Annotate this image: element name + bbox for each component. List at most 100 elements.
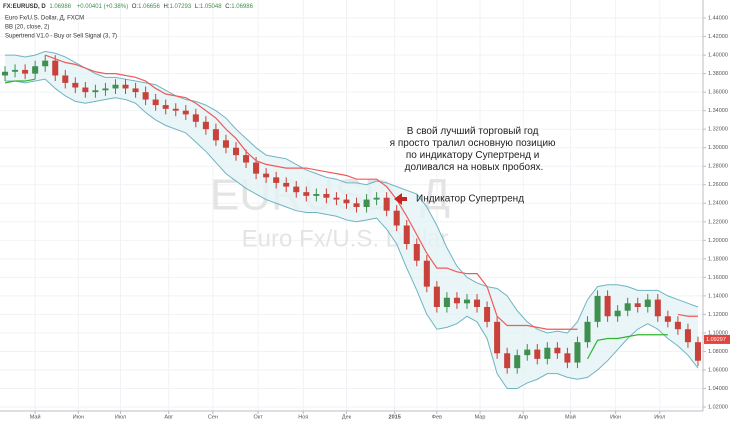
candle-body: [102, 88, 109, 91]
candle-body: [654, 299, 661, 317]
x-tick-label: 2015: [389, 414, 401, 420]
ohlc-value: 1.06986: [231, 4, 253, 10]
y-tick-label: 1.26000: [708, 182, 728, 188]
annotation: В свой лучший торговый год я просто трал…: [390, 126, 559, 173]
x-tick-label: Май: [30, 413, 41, 420]
x-tick-label: Окт: [253, 414, 263, 420]
candle-body: [343, 199, 350, 204]
candle-body: [52, 60, 59, 76]
candle-body: [594, 295, 601, 322]
change: +0.00401 (+0.38%): [77, 4, 128, 10]
y-tick-label: 1.22000: [708, 219, 728, 225]
candle-body: [554, 347, 561, 354]
candle-body: [192, 114, 199, 122]
candle-body: [674, 321, 681, 330]
annotation-arrow: [394, 193, 407, 205]
candle-body: [2, 71, 9, 76]
y-tick-label: 1.16000: [708, 275, 728, 281]
y-tick-label: 1.18000: [708, 256, 728, 262]
supertrend-line: [4, 78, 668, 360]
candle-body: [584, 321, 591, 343]
y-tick-label: 1.38000: [708, 71, 728, 77]
annotation: Индикатор Супертренд: [416, 194, 524, 205]
candle-body: [574, 342, 581, 363]
candle-body: [263, 173, 270, 178]
y-tick-label: 1.08000: [708, 349, 728, 355]
y-tick-label: 1.12000: [708, 312, 728, 318]
annotation-line: по индикатору Супертренд и: [406, 150, 539, 161]
annotation-line: доливался на новых пробоях.: [405, 161, 544, 173]
plot-area: [2, 50, 701, 389]
candle-body: [303, 192, 310, 196]
candle-body: [534, 349, 541, 359]
candle-body: [694, 342, 701, 361]
ohlc-value: 1.05048: [200, 4, 222, 10]
x-tick-label: Июн: [73, 414, 84, 420]
annotation-line: В свой лучший торговый год: [407, 126, 539, 137]
candle-body: [474, 299, 481, 307]
candle-body: [544, 347, 551, 359]
y-tick-label: 1.02000: [708, 404, 728, 410]
y-tick-label: 1.06000: [708, 367, 728, 373]
band-fill: [5, 51, 698, 389]
legend-line: BB (20, close, 2): [5, 25, 49, 31]
y-tick-label: 1.20000: [708, 238, 728, 244]
ohlc-label: L:: [195, 4, 200, 10]
supertrend-line: [44, 54, 698, 330]
candle-body: [12, 69, 19, 72]
candle-body: [202, 121, 209, 130]
candle-body: [243, 155, 250, 163]
x-tick-label: Июн: [610, 414, 621, 420]
x-tick-label: Фев: [432, 414, 442, 420]
ohlc-value: 1.07293: [169, 4, 191, 10]
candle-body: [383, 197, 390, 211]
y-tick-label: 1.34000: [708, 108, 728, 114]
candle-body: [664, 316, 671, 322]
y-tick-label: 1.42000: [708, 34, 728, 40]
candle-body: [273, 177, 280, 183]
x-tick-label: Июл: [654, 414, 665, 420]
candle-body: [132, 88, 139, 93]
x-tick-label: Сен: [208, 414, 218, 420]
ohlc-label: C:: [225, 4, 231, 10]
last-price: 1.06986: [49, 4, 71, 10]
annotation-line: я просто тралил основную позицию: [390, 138, 556, 149]
y-tick-label: 1.28000: [708, 164, 728, 170]
candle-body: [634, 303, 641, 307]
candle-body: [32, 66, 39, 74]
axes: 1.02000 1.04000 1.06000 1.08000 1.10000 1.120…: [30, 16, 730, 420]
candle-body: [293, 186, 300, 193]
candle-body: [72, 82, 79, 88]
candle-body: [62, 75, 69, 83]
candle-body: [494, 321, 501, 354]
candle-body: [363, 199, 370, 207]
candle-body: [413, 244, 420, 261]
candle-body: [684, 329, 691, 343]
x-tick-label: Июл: [115, 414, 126, 420]
x-tick-label: Май: [565, 413, 576, 420]
x-tick-label: Авг: [164, 414, 173, 420]
candle-body: [162, 105, 169, 109]
candle-body: [393, 210, 400, 226]
y-tick-label: 1.44000: [708, 16, 728, 22]
candle-body: [433, 286, 440, 307]
legend-line: Euro Fx/U.S. Dollar, Д, FXCM: [5, 16, 84, 22]
y-tick-label: 1.40000: [708, 53, 728, 59]
candle-body: [564, 353, 571, 363]
candle-body: [212, 129, 219, 141]
candle-body: [222, 140, 229, 148]
y-tick-label: 1.36000: [708, 90, 728, 96]
y-tick-label: 1.24000: [708, 201, 728, 207]
candle-body: [443, 297, 450, 307]
candle-body: [423, 260, 430, 287]
candle-body: [182, 110, 189, 115]
candle-body: [644, 299, 651, 307]
y-tick-label: 1.04000: [708, 386, 728, 392]
y-tick-label: 1.32000: [708, 127, 728, 133]
candle-body: [152, 99, 159, 106]
candle-body: [142, 92, 149, 100]
x-tick-label: Ноя: [298, 414, 308, 420]
candle-body: [92, 90, 99, 93]
last-price-box: [704, 334, 730, 344]
